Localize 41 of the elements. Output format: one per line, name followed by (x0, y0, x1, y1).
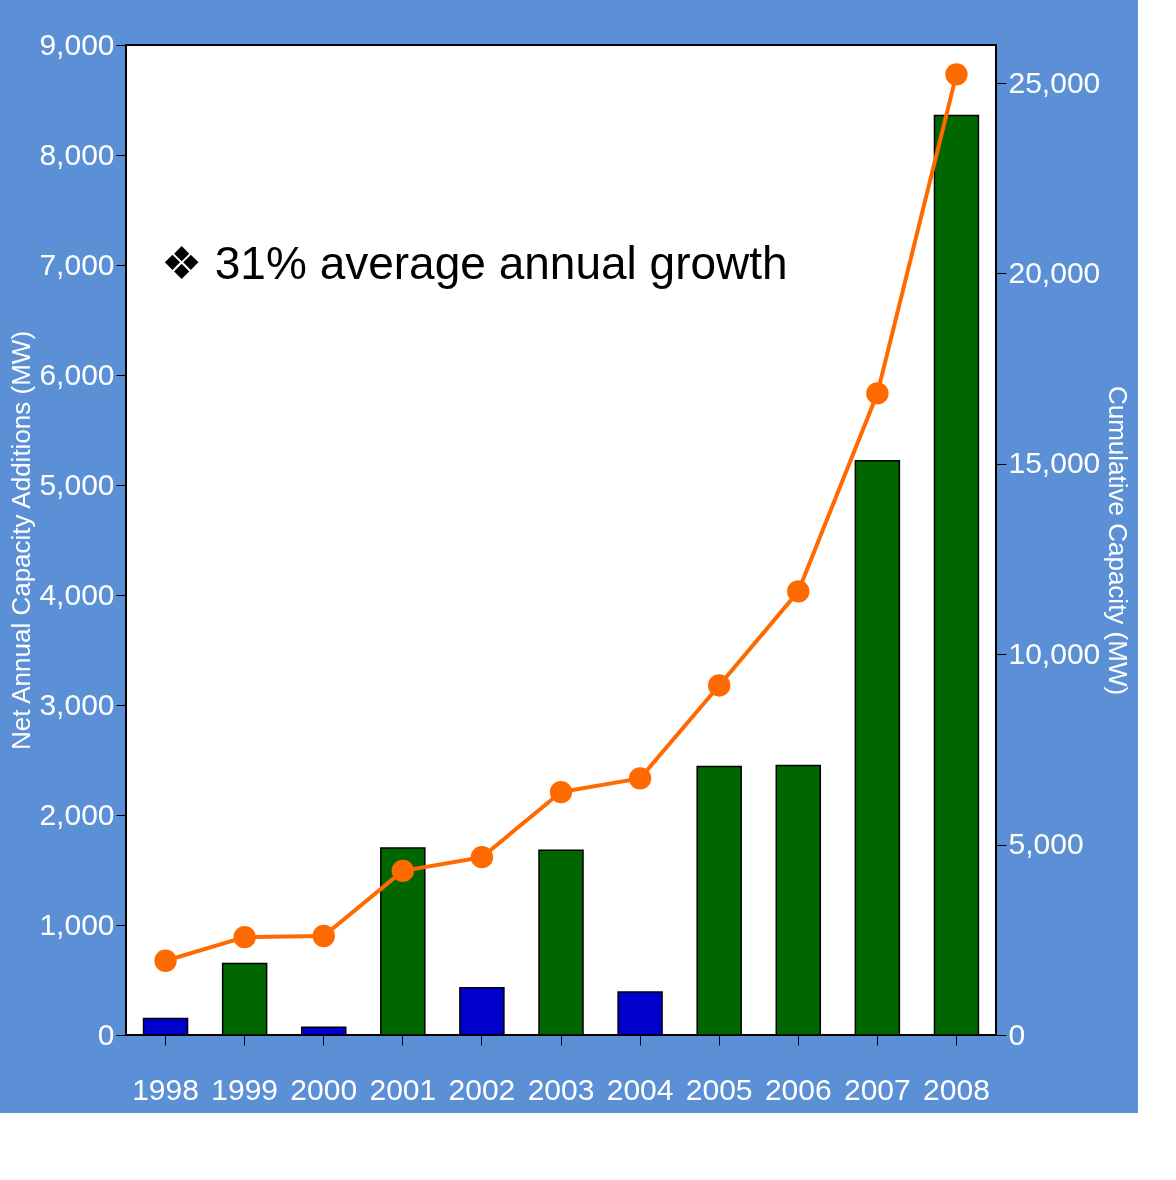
y2-tick-label: 25,000 (1008, 65, 1101, 99)
y-tick-label: 1,000 (39, 907, 115, 941)
y-tick-label: 2,000 (39, 797, 115, 831)
x-tick-label: 2000 (290, 1072, 358, 1106)
point (945, 63, 968, 86)
x-tick-label: 2002 (448, 1072, 516, 1106)
x-tick-label: 2005 (685, 1072, 753, 1106)
y2-tick-label: 10,000 (1008, 636, 1101, 670)
x-tick-label: 2008 (923, 1072, 990, 1106)
y2-axis-title: Cumulative Capacity (MW) (1103, 385, 1134, 696)
x-tick-label: 1999 (211, 1072, 279, 1106)
x-tick-label: 1998 (132, 1072, 199, 1106)
y-axis-title: Net Annual Capacity Additions (MW) (6, 330, 37, 751)
y-tick-label: 3,000 (39, 687, 115, 721)
point (312, 924, 335, 948)
annotation: ❖ 31% average annual growth (161, 237, 788, 289)
point (154, 949, 177, 972)
x-tick-label: 2001 (369, 1072, 437, 1106)
point (549, 780, 573, 804)
x-tick-label: 2007 (843, 1072, 911, 1106)
point (628, 767, 652, 790)
point (866, 382, 889, 405)
point (233, 925, 256, 949)
point (787, 580, 810, 603)
y2-tick-label: 20,000 (1008, 255, 1101, 289)
x-tick-label: 2004 (606, 1072, 674, 1106)
y-tick-label: 0 (97, 1017, 115, 1051)
point (391, 859, 414, 883)
y-tick-label: 6,000 (39, 357, 115, 391)
y-tick-label: 5,000 (39, 467, 115, 501)
x-tick-label: 2003 (527, 1072, 595, 1106)
y2-tick-label: 15,000 (1008, 446, 1101, 480)
y-tick-label: 9,000 (39, 27, 115, 61)
y2-tick-label: 0 (1008, 1017, 1026, 1051)
y-tick-label: 8,000 (39, 137, 115, 171)
y2-tick-label: 5,000 (1008, 827, 1084, 861)
y-tick-label: 7,000 (39, 247, 115, 281)
point (708, 674, 731, 697)
y-tick-label: 4,000 (39, 577, 115, 611)
x-tick-label: 2006 (764, 1072, 832, 1106)
point (470, 846, 494, 869)
